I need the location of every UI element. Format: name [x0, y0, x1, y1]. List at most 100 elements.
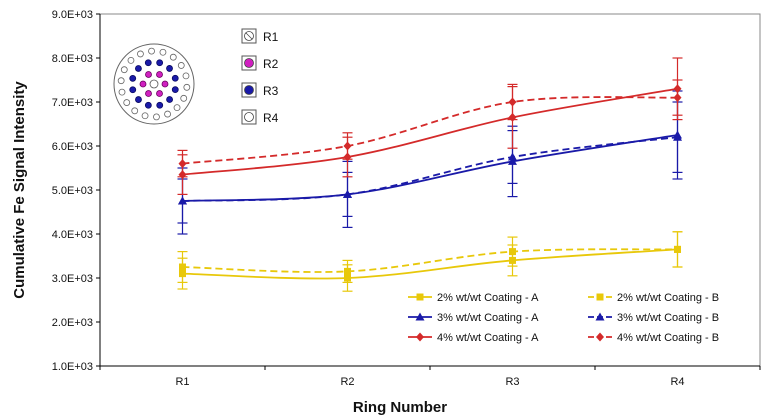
ring-r2-dot: [146, 91, 152, 97]
legend-item: 2% wt/wt Coating - B: [588, 292, 719, 304]
series-line: [183, 97, 678, 164]
ring-legend-dot: [245, 113, 254, 122]
y-tick-label: 6.0E+03: [52, 141, 93, 153]
y-axis-ticks: 1.0E+03 2.0E+03 3.0E+03 4.0E+03 5.0E+03 6.0E+…: [52, 9, 100, 373]
series-2: [178, 232, 683, 283]
ring-r4-dot: [184, 84, 190, 90]
legend-label: 4% wt/wt Coating - A: [437, 332, 539, 344]
legend-label: 2% wt/wt Coating - A: [437, 292, 539, 304]
ring-legend-label: R2: [263, 57, 279, 71]
ring-diagram-inset: R1 R2 R3 R4: [114, 29, 279, 125]
ring-r4-dot: [137, 51, 143, 57]
ring-r4-dot: [121, 67, 127, 73]
data-point: [508, 153, 517, 161]
ring-r3-dot: [135, 97, 141, 103]
data-point: [674, 246, 681, 253]
ring-r1-dot: [150, 80, 158, 88]
ring-r3-dot: [157, 60, 163, 66]
legend-swatch-marker: [416, 333, 424, 342]
y-tick-label: 4.0E+03: [52, 229, 93, 241]
data-point: [344, 268, 351, 275]
ring-r4-dot: [165, 111, 171, 117]
ring-r2-dot: [146, 71, 152, 77]
ring-r3-dot: [135, 65, 141, 71]
ring-r3-dot: [172, 75, 178, 81]
ring-r4-dot: [128, 57, 134, 63]
y-axis-title: Cumulative Fe Signal Intensity: [11, 81, 28, 299]
ring-r4-dot: [119, 89, 125, 95]
series-line: [183, 249, 678, 278]
ring-r4-dot: [124, 100, 130, 106]
y-tick-label: 1.0E+03: [52, 361, 93, 373]
ring-r4-dot: [183, 73, 189, 79]
series-5: [178, 58, 683, 194]
data-point: [179, 264, 186, 271]
ring-legend-item: R2: [242, 56, 279, 71]
y-tick-label: 8.0E+03: [52, 53, 93, 65]
x-axis-ticks: R1 R2 R3 R4: [100, 366, 760, 388]
ring-legend-item: R1: [242, 29, 279, 44]
ring-r4-dot: [118, 78, 124, 84]
ring-r4-dot: [153, 114, 159, 120]
data-point: [674, 93, 682, 102]
ring-r3-dot: [167, 65, 173, 71]
legend-item: 4% wt/wt Coating - B: [588, 332, 719, 344]
legend-label: 2% wt/wt Coating - B: [617, 292, 719, 304]
ring-r4-dot: [132, 108, 138, 114]
ring-r2-dot: [157, 71, 163, 77]
data-point: [179, 159, 187, 168]
legend-label: 3% wt/wt Coating - B: [617, 312, 719, 324]
ring-legend-item: R4: [242, 110, 279, 125]
data-point: [509, 248, 516, 255]
x-axis-title: Ring Number: [353, 399, 447, 416]
ring-r4-dot: [149, 48, 155, 54]
ring-r3-dot: [130, 87, 136, 93]
y-tick-label: 5.0E+03: [52, 185, 93, 197]
ring-r4-dot: [170, 54, 176, 60]
legend-swatch-marker: [596, 333, 604, 342]
ring-r3-dot: [167, 97, 173, 103]
ring-r4-dot: [181, 95, 187, 101]
ring-legend-item: R3: [242, 83, 279, 98]
ring-r2-dot: [140, 81, 146, 87]
ring-r3-dot: [172, 87, 178, 93]
x-tick-label: R3: [505, 376, 519, 388]
ring-r4-dot: [174, 105, 180, 111]
ring-legend-label: R4: [263, 111, 279, 125]
ring-r2-dot: [162, 81, 168, 87]
x-tick-label: R2: [340, 376, 354, 388]
legend-swatch-marker: [596, 313, 605, 321]
ring-r4-dot: [160, 49, 166, 55]
legend-item: 3% wt/wt Coating - B: [588, 312, 719, 324]
legend-label: 3% wt/wt Coating - A: [437, 312, 539, 324]
ring-r3-dot: [130, 75, 136, 81]
y-tick-label: 9.0E+03: [52, 9, 93, 21]
ring-r3-dot: [145, 102, 151, 108]
series-line: [183, 89, 678, 175]
legend-label: 4% wt/wt Coating - B: [617, 332, 719, 344]
x-tick-label: R1: [175, 376, 189, 388]
y-tick-label: 7.0E+03: [52, 97, 93, 109]
x-tick-label: R4: [670, 376, 684, 388]
legend-item: 3% wt/wt Coating - A: [408, 312, 539, 324]
y-tick-label: 2.0E+03: [52, 317, 93, 329]
ring-r4-dot: [178, 62, 184, 68]
legend-swatch-marker: [597, 294, 604, 301]
legend-swatch-marker: [417, 294, 424, 301]
ring-legend-dot: [245, 59, 254, 68]
ring-legend-label: R1: [263, 30, 279, 44]
ring-r3-dot: [157, 102, 163, 108]
series-line: [183, 249, 678, 272]
legend-item: 4% wt/wt Coating - A: [408, 332, 539, 344]
ring-legend-label: R3: [263, 84, 279, 98]
ring-r4-dot: [142, 113, 148, 119]
ring-r3-dot: [145, 60, 151, 66]
legend-item: 2% wt/wt Coating - A: [408, 292, 539, 304]
y-tick-label: 3.0E+03: [52, 273, 93, 285]
ring-r2-dot: [157, 91, 163, 97]
ring-legend-dot: [245, 86, 254, 95]
data-point: [509, 98, 517, 107]
legend: 2% wt/wt Coating - A 2% wt/wt Coating - B…: [408, 292, 719, 344]
data-point: [344, 142, 352, 151]
